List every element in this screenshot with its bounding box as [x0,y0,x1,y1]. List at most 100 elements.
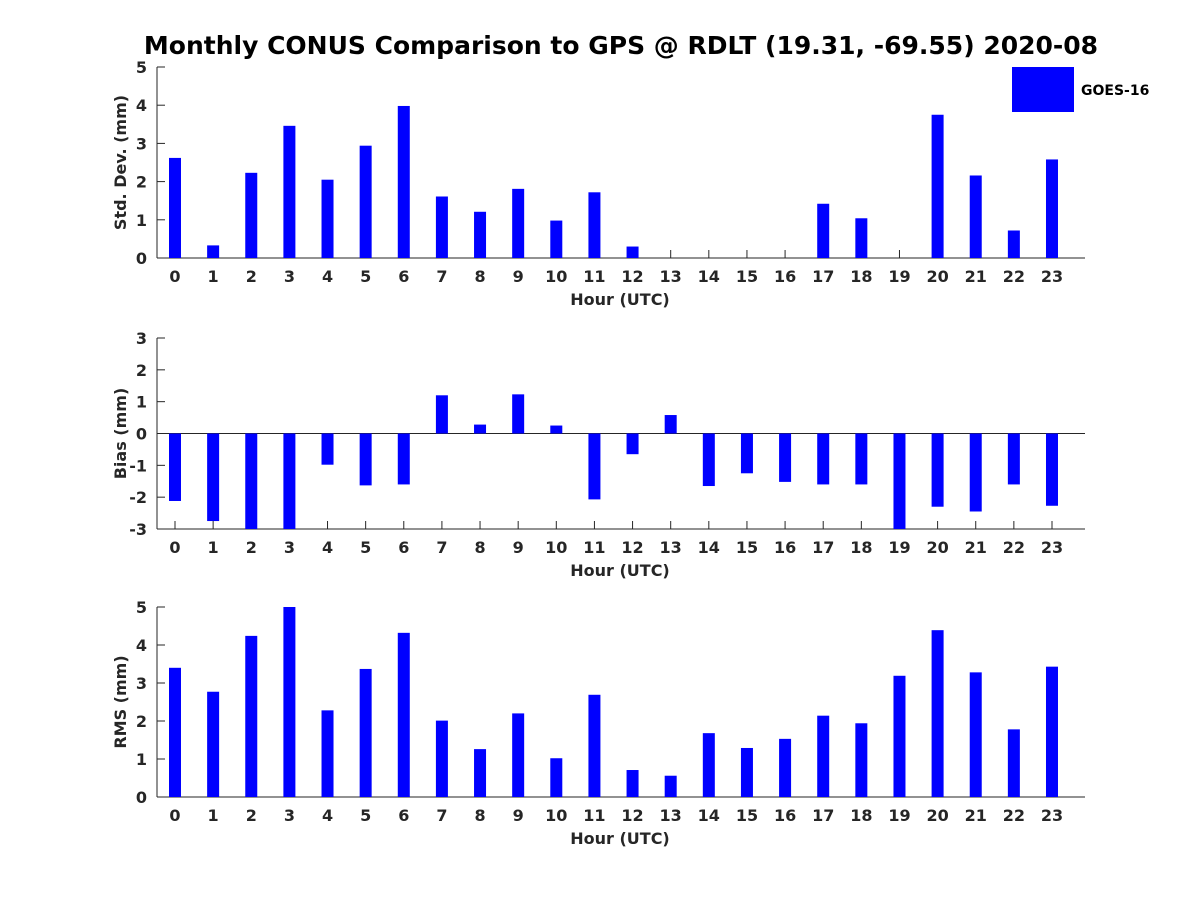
rms-x-tick-label: 23 [1041,806,1063,825]
std-dev-bar-hour-6 [397,105,410,259]
std-dev-x-tick-label: 0 [169,267,180,286]
rms-x-tick-label: 6 [398,806,409,825]
std-dev-x-tick-label: 3 [284,267,295,286]
rms-bar-hour-17 [817,715,830,797]
rms-bar-hour-3 [283,607,296,797]
bias-y-tick-label: -2 [129,488,147,507]
bias-bar-hour-16 [779,433,792,482]
bias-x-tick-label: 11 [583,538,605,557]
rms-bar-hour-16 [779,738,792,797]
bias-x-tick-label: 23 [1041,538,1063,557]
rms-bar-hour-10 [550,758,563,797]
std-dev-bar-hour-21 [969,175,982,258]
bias-y-axis-label: Bias (mm) [111,388,130,480]
std-dev-y-tick-label: 1 [136,211,147,230]
std-dev-x-tick-label: 4 [322,267,333,286]
bias-x-tick-label: 15 [736,538,758,557]
bias-bar-hour-5 [359,433,372,486]
bias-bar-hour-8 [474,424,487,434]
bias-x-tick-label: 18 [850,538,872,557]
bias-x-tick-label: 4 [322,538,333,557]
bias-x-tick-label: 13 [660,538,682,557]
rms-y-tick-label: 3 [136,674,147,693]
std-dev-bar-hour-12 [626,246,639,258]
std-dev-y-tick-label: 4 [136,96,147,115]
std-dev-y-tick-label: 2 [136,173,147,192]
bias-x-tick-label: 0 [169,538,180,557]
bias-x-axis-label: Hour (UTC) [570,561,670,580]
bias-x-tick-label: 6 [398,538,409,557]
rms-y-tick-label: 1 [136,750,147,769]
chart-title: Monthly CONUS Comparison to GPS @ RDLT (… [144,31,1098,60]
bias-bar-hour-2 [245,433,258,529]
rms-y-tick-label: 4 [136,636,147,655]
bias-bar-hour-21 [969,433,982,512]
bias-bar-hour-10 [550,425,563,434]
bias-x-tick-label: 19 [888,538,910,557]
bias-x-tick-label: 1 [208,538,219,557]
rms-x-axis-label: Hour (UTC) [570,829,670,848]
std-dev-x-tick-label: 5 [360,267,371,286]
std-dev-bar-hour-23 [1045,159,1058,258]
rms-x-tick-label: 18 [850,806,872,825]
bias-bar-hour-15 [740,433,753,474]
bias-bar-hour-12 [626,433,639,455]
bias-bar-hour-4 [321,433,334,465]
rms-bar-hour-15 [740,747,753,797]
bias-x-tick-label: 20 [926,538,948,557]
bias-bar-hour-20 [931,433,944,507]
std-dev-x-tick-label: 18 [850,267,872,286]
rms-bar-hour-9 [512,713,525,797]
std-dev-bar-hour-20 [931,114,944,258]
std-dev-bar-hour-18 [855,218,868,258]
rms-bar-hour-21 [969,672,982,797]
std-dev-x-tick-label: 11 [583,267,605,286]
rms-x-tick-label: 4 [322,806,333,825]
bias-bar-hour-22 [1007,433,1020,485]
rms-x-tick-label: 10 [545,806,567,825]
std-dev-y-axis-label: Std. Dev. (mm) [111,95,130,230]
rms-bar-hour-0 [169,667,181,797]
bias-bar-hour-13 [664,415,677,434]
bias-x-tick-label: 3 [284,538,295,557]
std-dev-x-tick-label: 6 [398,267,409,286]
bias-bar-hour-3 [283,433,296,529]
bias-bar-hour-6 [397,433,410,485]
rms-x-tick-label: 22 [1003,806,1025,825]
bias-bar-hour-18 [855,433,868,485]
bias-x-tick-label: 8 [474,538,485,557]
legend-swatch [1012,67,1074,112]
std-dev-bar-hour-1 [207,245,220,258]
rms-bar-hour-18 [855,723,868,797]
rms-x-tick-label: 2 [246,806,257,825]
rms-x-tick-label: 17 [812,806,834,825]
rms-bar-hour-12 [626,770,639,797]
std-dev-bar-hour-4 [321,179,334,258]
std-dev-y-tick-label: 5 [136,58,147,77]
std-dev-x-tick-label: 21 [965,267,987,286]
std-dev-bar-hour-10 [550,220,563,258]
bias-bar-hour-7 [435,395,448,434]
rms-y-axis-label: RMS (mm) [111,655,130,748]
rms-x-tick-label: 9 [513,806,524,825]
std-dev-x-tick-label: 17 [812,267,834,286]
std-dev-bar-hour-9 [512,188,525,258]
rms-x-tick-label: 14 [698,806,720,825]
bias-x-tick-label: 17 [812,538,834,557]
rms-bar-hour-11 [588,694,601,797]
std-dev-x-tick-label: 9 [513,267,524,286]
rms-bar-hour-2 [245,635,258,797]
rms-bar-hour-6 [397,632,410,797]
std-dev-bar-hour-2 [245,172,258,258]
std-dev-bar-hour-7 [435,196,448,258]
rms-bar-hour-1 [207,691,220,797]
bias-x-tick-label: 2 [246,538,257,557]
std-dev-y-tick-label: 0 [136,249,147,268]
legend: GOES-16 [1012,67,1149,112]
bias-bar-hour-1 [207,433,220,522]
bias-x-tick-label: 14 [698,538,720,557]
std-dev-x-tick-label: 19 [888,267,910,286]
